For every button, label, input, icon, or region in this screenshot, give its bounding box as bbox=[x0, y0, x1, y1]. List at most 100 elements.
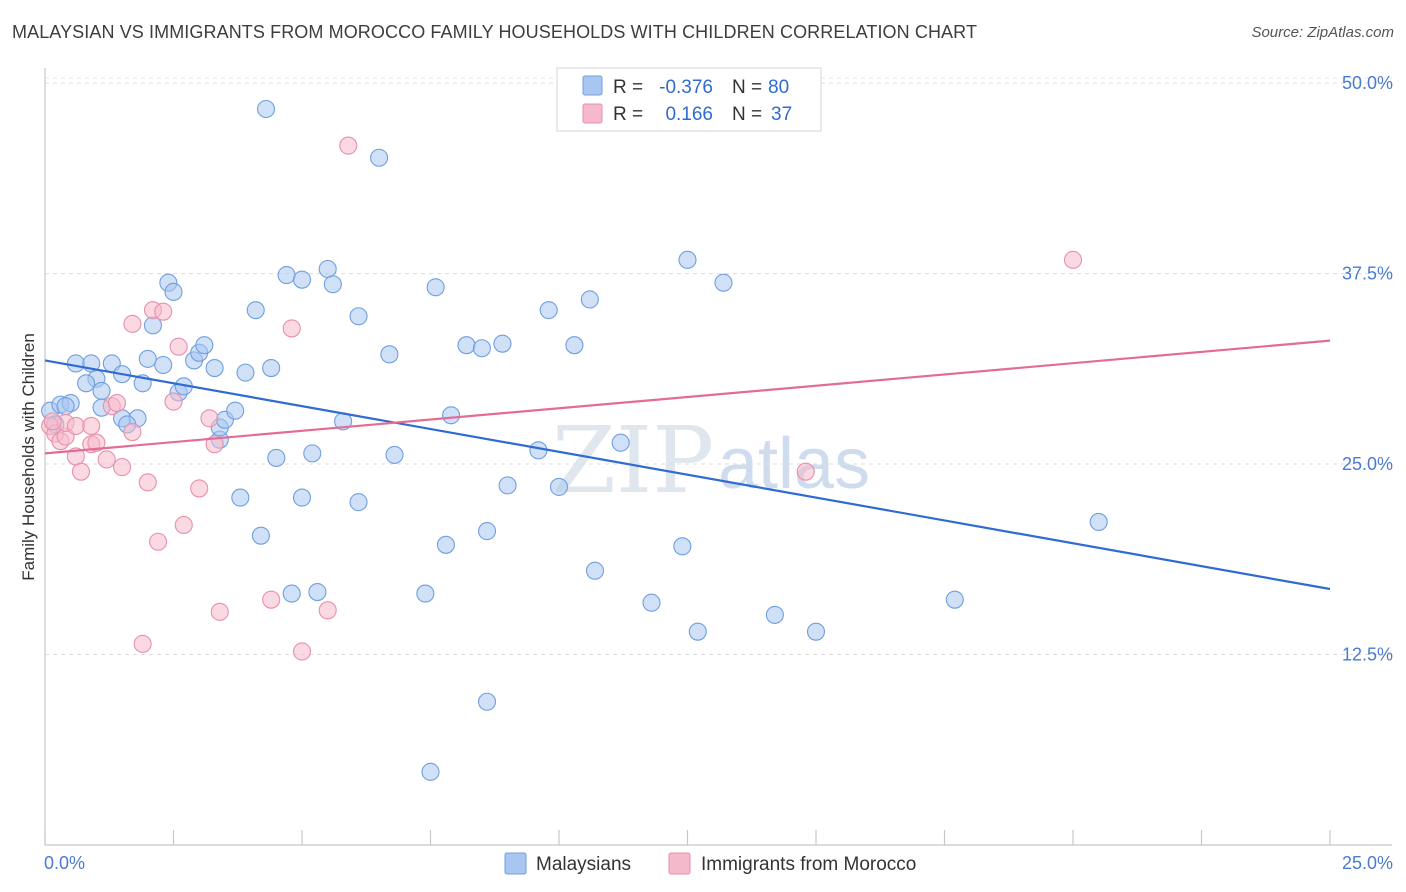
point-malaysians-73 bbox=[714, 273, 733, 292]
point-malaysians-53 bbox=[426, 278, 445, 297]
point-malaysians-40 bbox=[292, 488, 312, 507]
stats-swatch-morocco bbox=[582, 103, 603, 124]
point-malaysians-60 bbox=[493, 334, 512, 353]
point-malaysians-54 bbox=[436, 535, 455, 554]
point-morocco-29 bbox=[262, 590, 281, 609]
point-malaysians-59 bbox=[477, 692, 497, 711]
point-morocco-32 bbox=[318, 601, 337, 620]
point-malaysians-65 bbox=[565, 336, 584, 355]
point-malaysians-71 bbox=[678, 250, 697, 269]
point-malaysians-66 bbox=[580, 290, 599, 309]
point-morocco-36 bbox=[43, 412, 62, 431]
point-malaysians-39 bbox=[292, 270, 312, 289]
point-malaysians-43 bbox=[318, 259, 337, 279]
stats-r-label-2: R = bbox=[613, 104, 643, 125]
point-morocco-26 bbox=[200, 409, 219, 428]
legend-label-malaysians: Malaysians bbox=[536, 854, 631, 875]
legend-swatch-malaysians bbox=[504, 852, 527, 875]
point-malaysians-75 bbox=[806, 622, 826, 641]
point-malaysians-41 bbox=[303, 444, 322, 463]
point-malaysians-4 bbox=[66, 354, 85, 373]
point-malaysians-77 bbox=[1089, 512, 1108, 532]
point-morocco-11 bbox=[97, 450, 116, 469]
point-malaysians-72 bbox=[688, 622, 707, 641]
point-malaysians-38 bbox=[282, 584, 301, 603]
point-malaysians-36 bbox=[267, 448, 286, 468]
point-malaysians-34 bbox=[256, 99, 276, 119]
point-malaysians-17 bbox=[154, 355, 173, 375]
stats-r-value-1: -0.376 bbox=[659, 77, 713, 98]
point-malaysians-46 bbox=[349, 307, 368, 326]
point-malaysians-51 bbox=[416, 584, 435, 603]
point-morocco-15 bbox=[123, 422, 142, 442]
stats-n-label-1: N = bbox=[732, 77, 762, 98]
point-malaysians-47 bbox=[349, 493, 368, 512]
x-tick-label-max: 25.0% bbox=[1342, 853, 1393, 873]
trend-line-morocco bbox=[44, 339, 1331, 455]
point-morocco-31 bbox=[292, 642, 312, 661]
point-malaysians-16 bbox=[138, 349, 157, 368]
point-morocco-35 bbox=[1063, 250, 1083, 269]
point-malaysians-44 bbox=[323, 275, 342, 294]
point-malaysians-9 bbox=[92, 381, 111, 400]
point-malaysians-37 bbox=[277, 266, 296, 285]
y-tick-label-3: 50.0% bbox=[1342, 73, 1393, 93]
point-malaysians-32 bbox=[246, 301, 265, 320]
point-morocco-17 bbox=[133, 634, 152, 653]
stats-swatch-malaysians bbox=[582, 75, 603, 96]
x-axis-ticks bbox=[44, 830, 1331, 845]
trend-lines bbox=[44, 339, 1331, 591]
point-malaysians-63 bbox=[539, 301, 558, 320]
point-malaysians-64 bbox=[549, 477, 569, 496]
point-malaysians-74 bbox=[765, 605, 784, 624]
point-malaysians-24 bbox=[195, 336, 214, 355]
stats-r-label-1: R = bbox=[613, 77, 643, 98]
point-malaysians-8 bbox=[77, 374, 96, 393]
trend-line-malaysians bbox=[44, 359, 1331, 591]
y-axis-tick-labels: 12.5% 25.0% 37.5% 50.0% bbox=[1342, 73, 1393, 664]
point-morocco-27 bbox=[205, 435, 224, 454]
point-morocco-18 bbox=[138, 473, 157, 492]
point-morocco-23 bbox=[169, 337, 188, 356]
point-malaysians-67 bbox=[585, 561, 605, 580]
point-morocco-20 bbox=[149, 532, 168, 551]
series-morocco bbox=[41, 136, 1083, 661]
stats-n-value-1: 80 bbox=[768, 77, 789, 98]
point-morocco-22 bbox=[164, 392, 183, 411]
stats-box: R = -0.376 N = 80 R = 0.166 N = 37 bbox=[556, 67, 822, 132]
point-morocco-33 bbox=[339, 136, 358, 155]
point-malaysians-35 bbox=[262, 358, 281, 378]
y-tick-label-1: 25.0% bbox=[1342, 454, 1393, 474]
legend-label-morocco: Immigrants from Morocco bbox=[701, 854, 916, 875]
point-malaysians-57 bbox=[472, 339, 491, 358]
point-malaysians-42 bbox=[308, 582, 327, 602]
point-malaysians-48 bbox=[370, 148, 389, 167]
legend-swatch-morocco bbox=[668, 852, 691, 875]
point-malaysians-33 bbox=[251, 526, 270, 545]
chart-title: MALAYSIAN VS IMMIGRANTS FROM MOROCCO FAM… bbox=[12, 22, 978, 42]
y-tick-label-0: 12.5% bbox=[1342, 645, 1393, 665]
point-malaysians-29 bbox=[226, 401, 245, 420]
point-morocco-25 bbox=[190, 479, 209, 498]
point-morocco-21 bbox=[154, 302, 173, 321]
point-morocco-6 bbox=[66, 416, 85, 436]
point-morocco-10 bbox=[87, 433, 106, 452]
point-morocco-7 bbox=[71, 462, 91, 481]
point-malaysians-52 bbox=[421, 762, 440, 781]
point-malaysians-50 bbox=[385, 445, 404, 464]
point-morocco-24 bbox=[174, 515, 193, 535]
point-morocco-28 bbox=[210, 602, 229, 621]
y-axis-label: Family Households with Children bbox=[19, 333, 38, 581]
point-malaysians-49 bbox=[380, 345, 399, 364]
point-malaysians-3 bbox=[56, 397, 75, 416]
point-malaysians-58 bbox=[477, 522, 497, 541]
point-malaysians-30 bbox=[231, 488, 250, 507]
source-credit: Source: ZipAtlas.com bbox=[1251, 24, 1394, 41]
point-malaysians-31 bbox=[236, 363, 255, 382]
point-malaysians-19 bbox=[164, 282, 183, 301]
point-morocco-16 bbox=[123, 314, 142, 333]
point-malaysians-56 bbox=[457, 336, 476, 355]
point-morocco-14 bbox=[113, 458, 132, 477]
point-malaysians-76 bbox=[945, 590, 964, 609]
